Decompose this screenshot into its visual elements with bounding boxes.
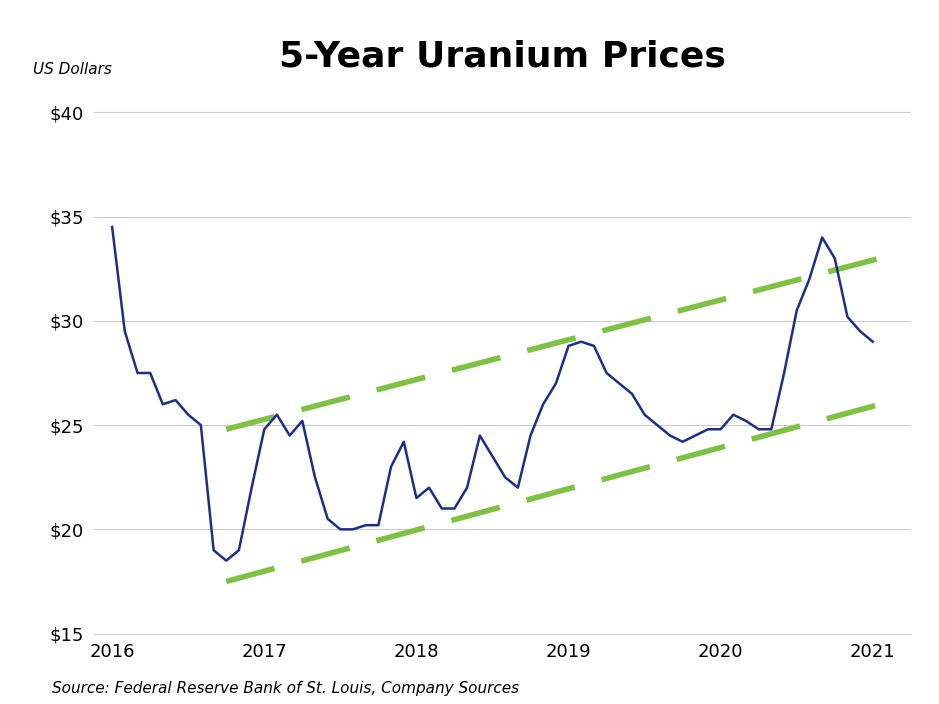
- Text: Source: Federal Reserve Bank of St. Louis, Company Sources: Source: Federal Reserve Bank of St. Loui…: [52, 681, 518, 696]
- Title: 5-Year Uranium Prices: 5-Year Uranium Prices: [279, 39, 726, 73]
- Text: US Dollars: US Dollars: [33, 62, 112, 77]
